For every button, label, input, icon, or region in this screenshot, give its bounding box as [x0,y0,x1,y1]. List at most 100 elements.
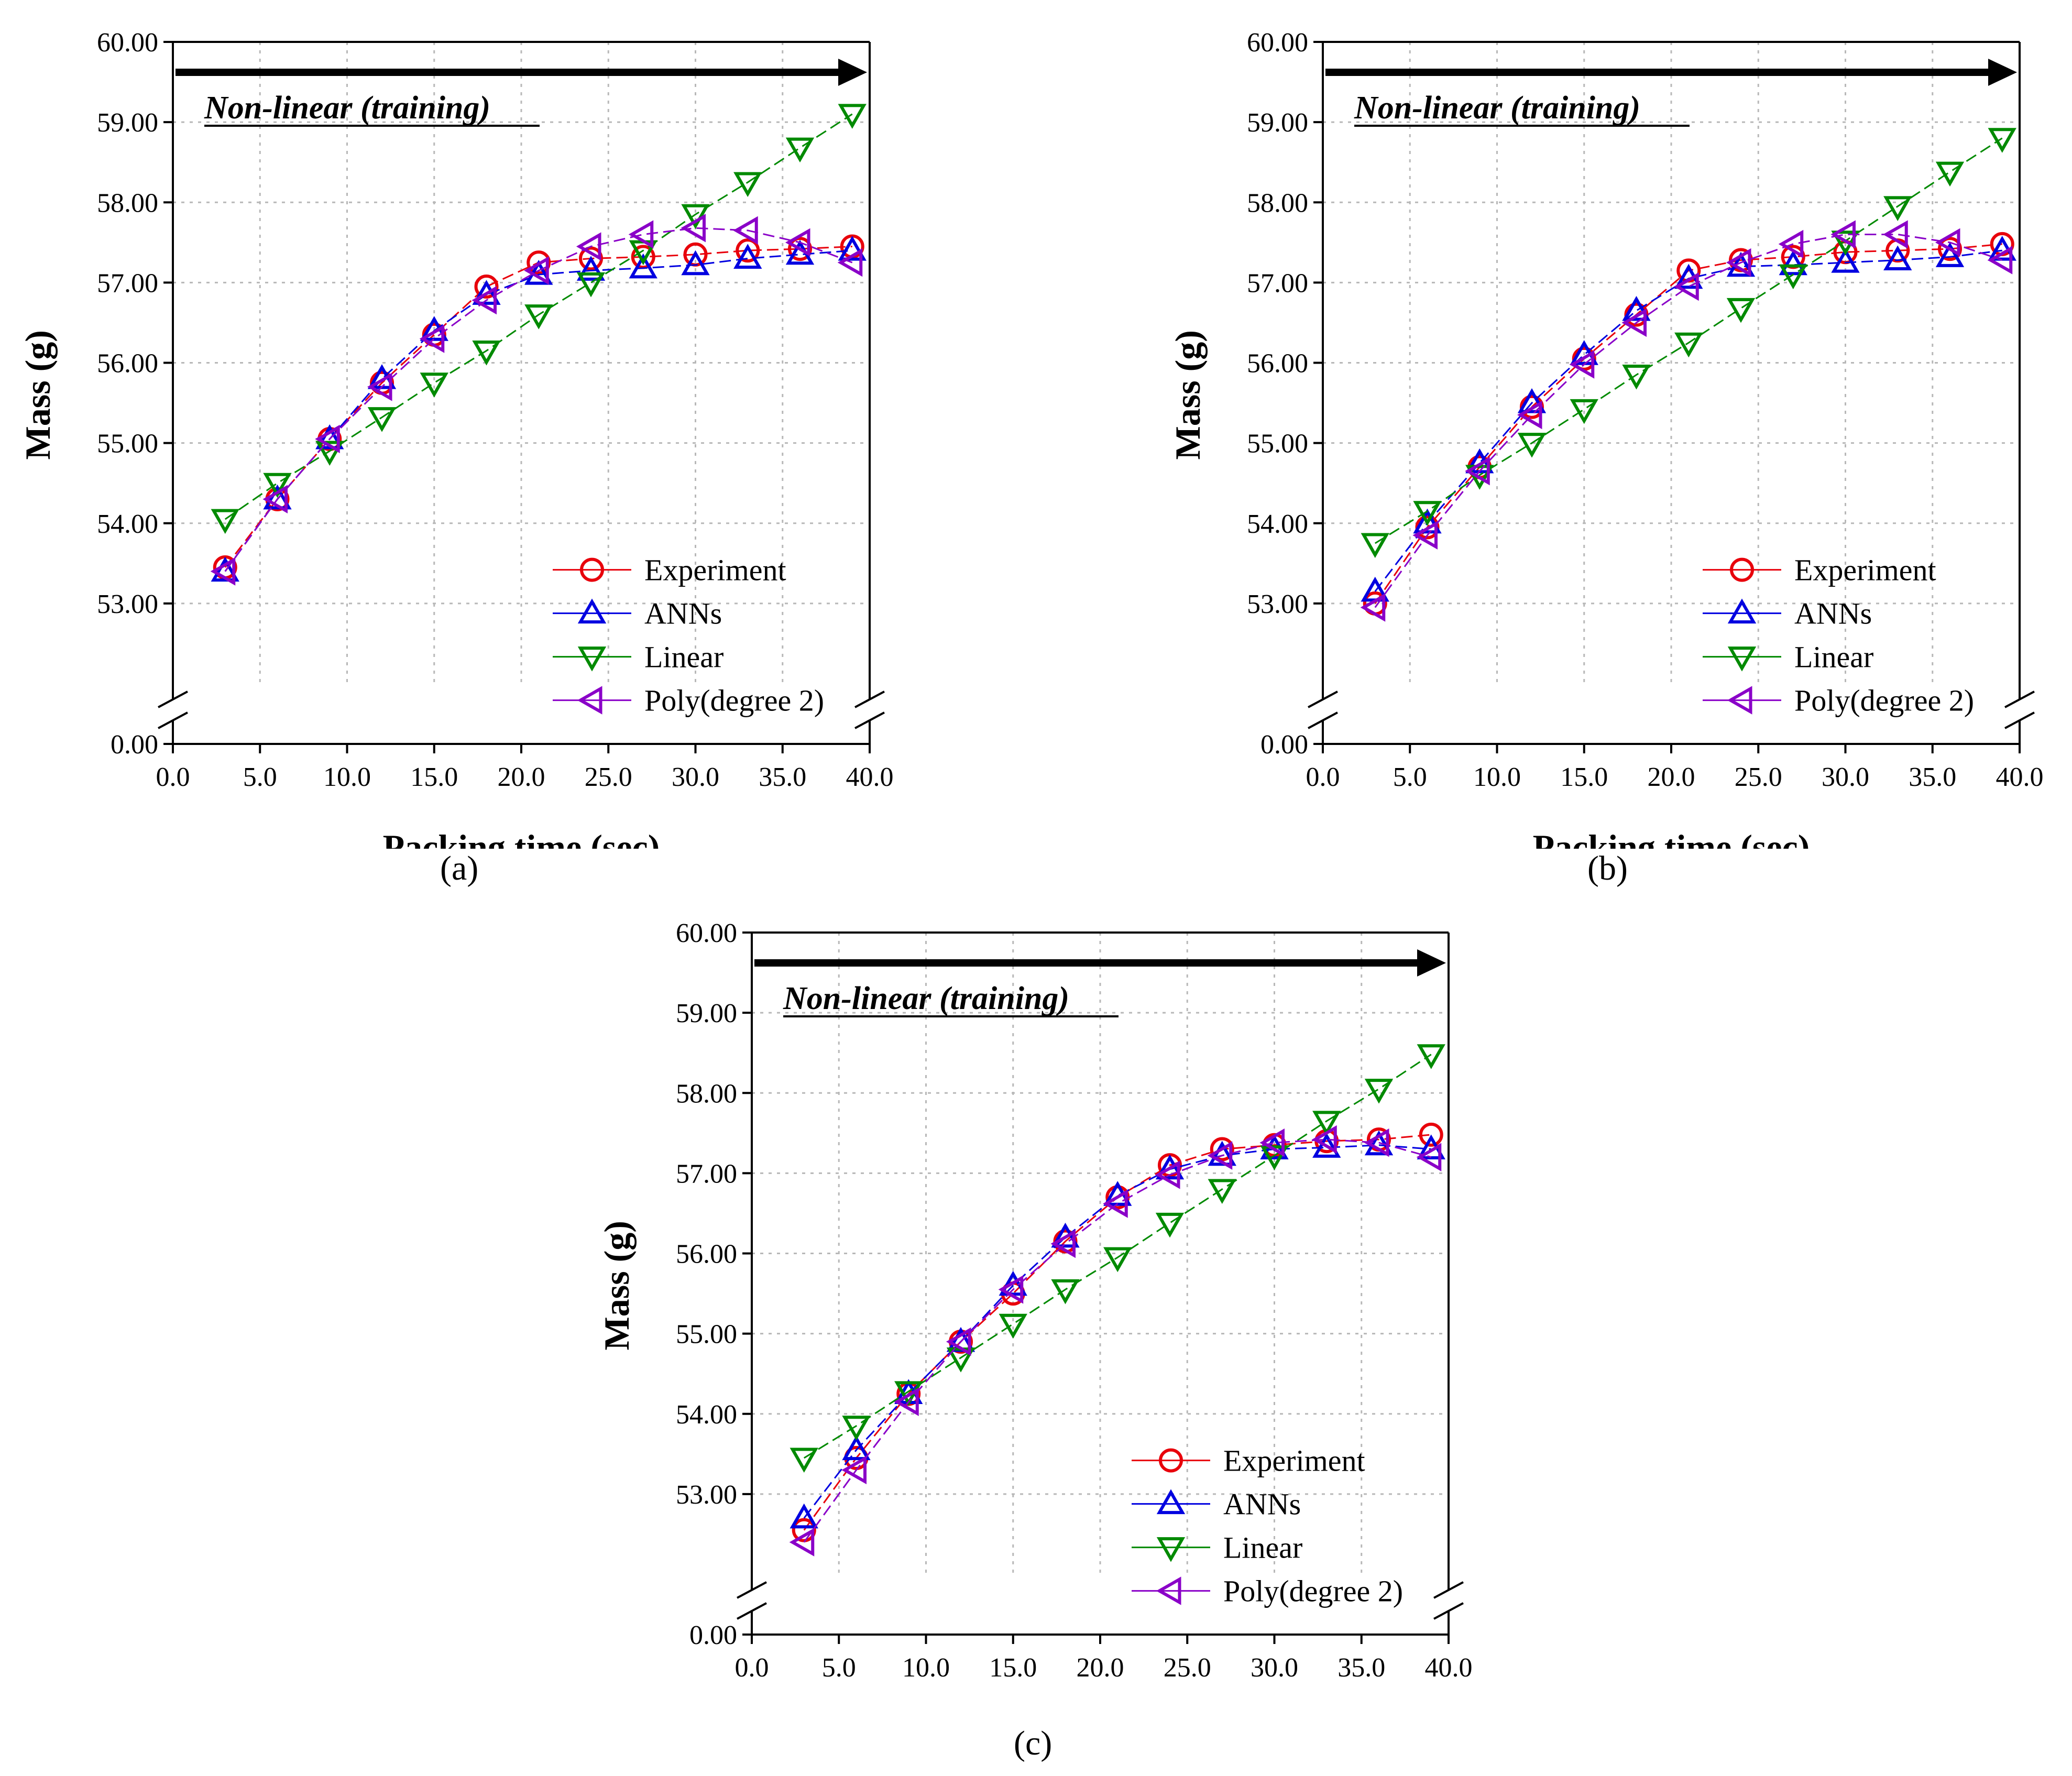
data-point [841,1455,867,1485]
axis-break-mark [854,690,885,708]
data-point [1208,1141,1236,1166]
y-axis-title: Mass (g) [18,330,58,459]
series-anns [211,236,867,582]
chart-panel-b: 0.00 53.00 54.00 55.00 56.00 57.00 58.00 59.00 6… [1150,0,2072,849]
data-point [1364,1079,1394,1104]
x-axis-title: Packing time (sec) [1533,827,1810,849]
legend-label: Experiment [1794,553,1936,587]
data-point [842,1416,871,1441]
series-experiment [213,234,864,579]
series-line [224,245,852,568]
series-line [224,249,852,572]
data-point [524,304,553,330]
data-point [681,204,710,229]
data-point [1413,508,1442,534]
axis-break-mark [1308,711,1338,729]
data-point [1674,332,1703,358]
legend-label: Experiment [644,553,786,587]
data-point [263,473,292,498]
x-axis-title: Packing time (sec) [962,1718,1239,1724]
y-axis-title: Mass (g) [1168,330,1208,459]
data-point [472,341,501,366]
data-point [1674,272,1699,301]
data-point [842,1435,871,1461]
axis-break-mark [737,1581,767,1599]
data-point [1465,465,1494,490]
y-tick-label: 54.00 [1247,509,1308,539]
data-point [1364,1128,1389,1157]
x-axis-title: Packing time (sec) [383,827,660,849]
data-point [999,1313,1027,1339]
series-line [224,113,853,520]
chart-panel-a: 0.00 53.00 54.00 55.00 56.00 57.00 58.00 59.00 6… [0,0,959,849]
legend-label: Poly(degree 2) [1794,684,1974,718]
x-tick-label: 25.0 [1735,762,1782,792]
x-tick-label: 10.0 [1473,762,1521,792]
data-point [474,275,499,299]
legend-label: Poly(degree 2) [644,684,824,718]
legend-marker [1156,1537,1186,1562]
chart-b: 0.00 53.00 54.00 55.00 56.00 57.00 58.00 59.00 6… [1168,28,2044,849]
legend-marker [1156,1489,1186,1515]
series-line [1374,249,2002,592]
data-point [1987,246,2013,275]
data-point [733,244,762,269]
data-point [1622,364,1651,390]
legend-label: Linear [1794,640,1873,674]
x-tick-label: 5.0 [822,1653,856,1683]
axis-break-mark [1433,1581,1464,1599]
legend-label: ANNs [1223,1487,1301,1521]
y-tick-label: 55.00 [97,429,158,459]
series-line [1374,137,2003,544]
legend-label: ANNs [644,597,722,631]
data-point [1155,1160,1180,1189]
axis-break-mark [2004,711,2035,729]
data-point [579,246,603,271]
chart-c: 0.00 53.00 54.00 55.00 56.00 57.00 58.00 59.00 6… [597,918,1473,1724]
x-tick-label: 35.0 [1909,762,1956,792]
data-point [1517,400,1542,430]
y-tick-label: 56.00 [1247,349,1308,379]
data-point [1883,196,1912,221]
training-arrow-head [1988,59,2017,86]
x-tick-label: 15.0 [410,762,458,792]
data-point [1935,242,1965,267]
panel-label-b: (b) [1587,849,1628,887]
data-point [790,1503,818,1529]
data-point [733,216,758,245]
legend-marker [1727,646,1757,672]
data-point [1312,1111,1341,1136]
data-point [1935,228,1960,257]
x-tick-label: 15.0 [989,1653,1037,1683]
gridlines [1323,41,2020,684]
data-point [838,236,867,261]
legend-marker [1730,557,1754,582]
data-point [1883,220,1908,249]
data-point [1051,1279,1080,1304]
data-point [367,407,397,432]
y-tick-label: 60.00 [97,28,158,58]
data-point [1779,250,1807,276]
axis-break-mark [737,1602,767,1620]
axes: 0.00 53.00 54.00 55.00 56.00 57.00 58.00 59.00 6… [676,918,1473,1683]
data-point [527,250,551,275]
data-point [1155,1154,1185,1180]
y-tick-label: 53.00 [1247,589,1308,619]
data-point [576,232,601,261]
data-point [1569,350,1595,379]
y-tick-label: 53.00 [97,589,158,619]
data-point [263,484,292,510]
series-line [1374,234,2003,608]
series-poly-degree-2- [1360,220,2013,622]
series-linear [211,104,867,534]
data-point [367,372,392,401]
x-tick-label: 10.0 [323,762,371,792]
data-point [576,256,606,281]
data-point [1210,1137,1234,1161]
series-line [224,227,853,572]
data-point [629,253,657,279]
x-tick-label: 30.0 [1822,762,1869,792]
data-point [472,286,497,315]
legend-marker [1156,1576,1181,1605]
panel-label-c: (c) [1014,1724,1053,1762]
